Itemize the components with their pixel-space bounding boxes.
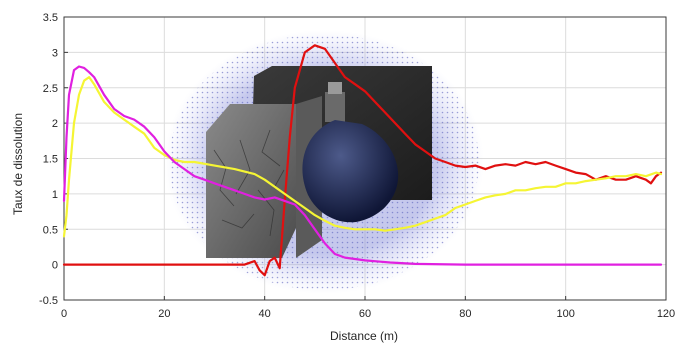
- y-tick-label: 0: [52, 260, 58, 272]
- y-tick-label: 3: [52, 47, 58, 59]
- y-tick-label: 1: [52, 189, 58, 201]
- y-tick-label: 1.5: [43, 154, 58, 166]
- axes: 0 20 40 60 80 100 120-0.500.511.522.533.5: [39, 12, 675, 320]
- grey-rock-block: [206, 104, 296, 258]
- canister-cap: [328, 82, 342, 94]
- y-tick-label: -0.5: [39, 295, 58, 307]
- series-line-0: [62, 44, 663, 277]
- x-tick-label: 20: [158, 308, 170, 320]
- background-illustration: [164, 30, 484, 294]
- x-tick-label: 0: [61, 308, 67, 320]
- y-tick-label: 2.5: [43, 83, 58, 95]
- x-axis-label: Distance (m): [330, 329, 398, 343]
- rock-cracks: [213, 129, 285, 237]
- y-axis-label: Taux de dissolution: [11, 113, 25, 215]
- plot-frame: [63, 16, 667, 301]
- series-layer: [62, 44, 663, 277]
- x-tick-label: 60: [359, 308, 371, 320]
- y-tick-label: 0.5: [43, 224, 58, 236]
- x-tick-label: 100: [556, 308, 574, 320]
- y-tick-label: 3.5: [43, 12, 58, 24]
- x-tick-label: 80: [459, 308, 471, 320]
- x-tick-label: 40: [259, 308, 271, 320]
- canister-bulb: [302, 120, 399, 223]
- y-tick-label: 2: [52, 118, 58, 130]
- x-tick-label: 120: [657, 308, 675, 320]
- series-line-1: [62, 75, 663, 238]
- series-line-2: [62, 65, 663, 266]
- canister-neck: [325, 92, 345, 122]
